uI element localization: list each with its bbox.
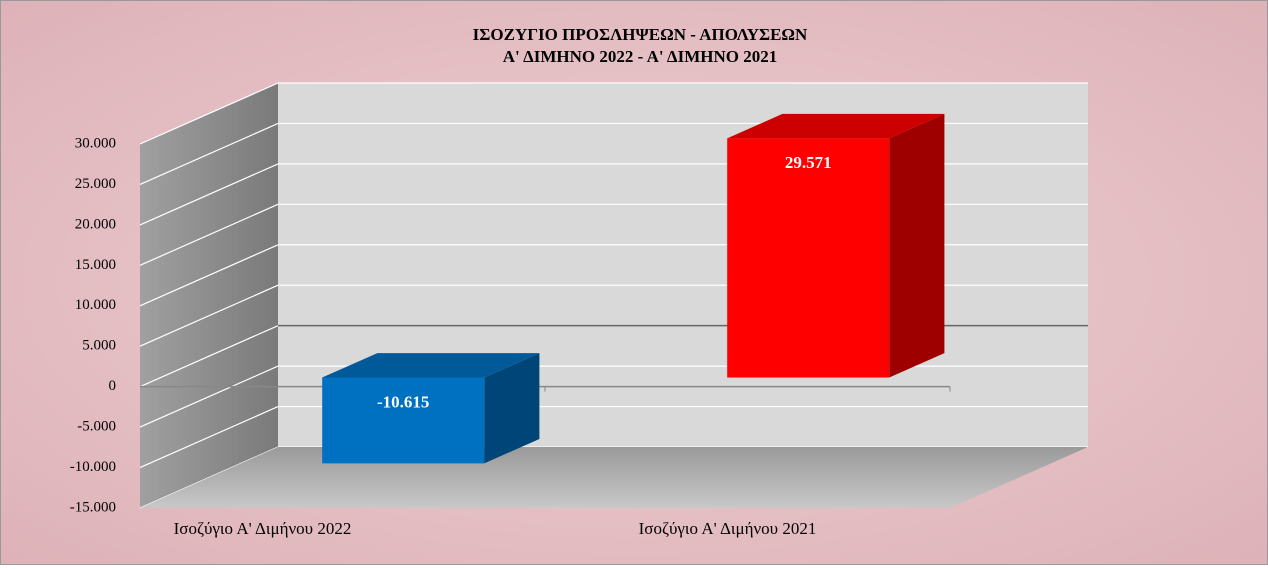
x-tick-label: Ισοζύγιο Α' Διμήνου 2022 xyxy=(174,519,352,538)
y-tick-label: 30.000 xyxy=(75,135,116,151)
y-tick-label: 15.000 xyxy=(75,257,116,273)
y-tick-label: 0 xyxy=(109,378,117,394)
grid-line xyxy=(139,163,279,226)
bar-side xyxy=(889,113,945,378)
grid-line xyxy=(139,244,279,307)
y-tick-label: 20.000 xyxy=(75,216,116,232)
value-label: 29.571 xyxy=(785,153,832,172)
x-tick-label: Ισοζύγιο Α' Διμήνου 2021 xyxy=(639,519,817,538)
chart-title: ΙΣΟΖΥΓΙΟ ΠΡΟΣΛΗΨΕΩΝ - ΑΠΟΛΥΣΕΩΝ xyxy=(473,25,808,44)
side-wall xyxy=(140,83,278,508)
y-tick-label: -10.000 xyxy=(70,459,116,475)
grid-line xyxy=(139,284,279,347)
grid-line xyxy=(139,325,279,388)
y-tick-label: 10.000 xyxy=(75,297,116,313)
y-tick-label: 25.000 xyxy=(75,176,116,192)
bar-top xyxy=(727,113,945,139)
bar xyxy=(322,377,485,464)
grid-line xyxy=(139,82,279,145)
bar xyxy=(727,138,890,378)
bar-top xyxy=(322,353,540,378)
grid-line xyxy=(139,406,279,469)
y-tick-label: -5.000 xyxy=(77,419,116,435)
grid-line xyxy=(139,365,279,428)
y-tick-label: -15.000 xyxy=(70,499,116,515)
y-tick-label: 5.000 xyxy=(82,338,116,354)
value-label: -10.615 xyxy=(377,392,429,411)
bar-side xyxy=(484,353,540,464)
floor xyxy=(140,447,1088,508)
grid-line xyxy=(139,122,279,185)
chart-subtitle: Α' ΔΙΜΗΝΟ 2022 - Α' ΔΙΜΗΝΟ 2021 xyxy=(503,47,777,66)
grid-line xyxy=(139,203,279,266)
